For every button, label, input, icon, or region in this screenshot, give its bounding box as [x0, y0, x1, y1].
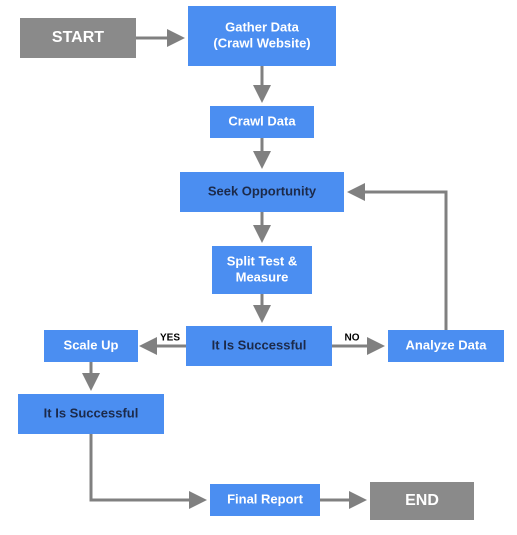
- node-text-gather-line1: (Crawl Website): [213, 36, 310, 51]
- node-seek: Seek Opportunity: [180, 172, 344, 212]
- node-text-crawl-line0: Crawl Data: [228, 113, 296, 128]
- node-success2: It Is Successful: [18, 394, 164, 434]
- edge-label-e-success1-analy: NO: [345, 333, 360, 344]
- node-text-split-line1: Measure: [236, 270, 289, 285]
- node-analyze: Analyze Data: [388, 330, 504, 362]
- node-text-seek-line0: Seek Opportunity: [208, 183, 317, 198]
- node-start: START: [20, 18, 136, 58]
- node-split: Split Test & Measure: [212, 246, 312, 294]
- node-text-split-line0: Split Test &: [227, 253, 298, 268]
- node-text-final-line0: Final Report: [227, 491, 304, 506]
- edge-e-analyze-seek: [350, 192, 446, 330]
- node-text-end-line0: END: [405, 492, 439, 509]
- edge-label-e-success1-scale: YES: [160, 333, 180, 344]
- node-text-analyze-line0: Analyze Data: [406, 337, 488, 352]
- node-text-success1-line0: It Is Successful: [212, 337, 307, 352]
- node-text-success2-line0: It Is Successful: [44, 405, 139, 420]
- node-scaleup: Scale Up: [44, 330, 138, 362]
- node-gather: Gather Data (Crawl Website): [188, 6, 336, 66]
- node-success1: It Is Successful: [186, 326, 332, 366]
- node-text-start-line0: START: [52, 29, 104, 46]
- node-final: Final Report: [210, 484, 320, 516]
- node-crawl: Crawl Data: [210, 106, 314, 138]
- edge-e-success2-final: [91, 434, 204, 500]
- node-text-scaleup-line0: Scale Up: [64, 337, 119, 352]
- node-text-gather-line0: Gather Data: [225, 19, 299, 34]
- flowchart: YES NO START Gather Data (Crawl Website) Craw…: [0, 0, 517, 535]
- node-end: END: [370, 482, 474, 520]
